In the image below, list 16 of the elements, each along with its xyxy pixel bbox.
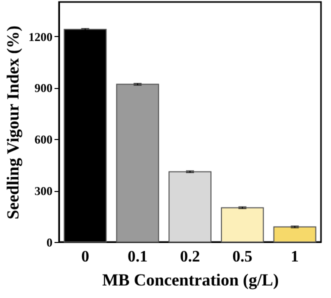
y-tick-label: 1200 bbox=[28, 30, 52, 44]
y-axis-title: Seedling Vigour Index (%) bbox=[4, 26, 22, 220]
y-tick-label: 300 bbox=[34, 184, 52, 198]
x-tick-label: 0.5 bbox=[232, 248, 252, 266]
bar bbox=[273, 226, 316, 242]
bar bbox=[168, 171, 212, 242]
y-tick-label: 600 bbox=[34, 132, 52, 147]
x-tick-label: 0.2 bbox=[180, 248, 200, 266]
x-tick-label: 0.1 bbox=[128, 248, 148, 266]
y-tick-label: 900 bbox=[34, 81, 52, 96]
y-tick-label: 0 bbox=[46, 236, 52, 250]
x-tick-label: 0 bbox=[81, 248, 90, 266]
bar bbox=[116, 84, 160, 242]
x-axis-title: MB Concentration (g/L) bbox=[102, 270, 279, 290]
x-tick-label: 1 bbox=[290, 248, 299, 266]
bar bbox=[220, 207, 264, 242]
